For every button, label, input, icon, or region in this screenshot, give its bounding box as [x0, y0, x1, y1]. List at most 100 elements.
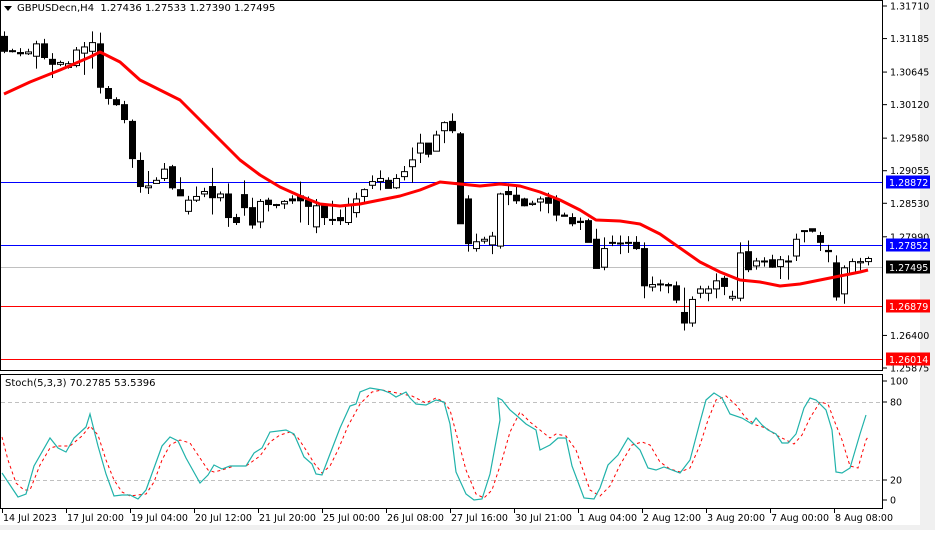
bull-candle [369, 181, 376, 186]
bear-candle [273, 204, 280, 207]
bull-candle [729, 295, 736, 299]
bull-candle [441, 122, 448, 132]
bull-candle [81, 46, 88, 54]
bear-candle [769, 259, 776, 268]
bull-candle [601, 248, 608, 268]
dropdown-arrow-icon[interactable] [4, 5, 12, 11]
bear-candle [49, 58, 56, 65]
bear-candle [817, 235, 824, 243]
stoch-lines [1, 387, 869, 501]
bull-candle [257, 200, 264, 223]
bear-candle [233, 217, 240, 224]
bull-candle [33, 43, 40, 57]
stoch-levels: 100 80 20 0 [1, 377, 908, 507]
bear-candle [609, 241, 616, 244]
bear-candle [209, 186, 216, 199]
bear-candle [137, 159, 144, 188]
bull-candle [865, 258, 872, 263]
stoch-level-label: 0 [890, 496, 896, 507]
bull-candle [145, 185, 152, 189]
bull-candle [401, 171, 408, 178]
bid-line-label-bg [886, 260, 930, 274]
bull-candle [377, 177, 384, 183]
price-tick-label: 1.26400 [890, 331, 929, 342]
bear-candle [569, 217, 576, 225]
bull-candle [313, 205, 320, 228]
resistance-line-2-label-bg [886, 238, 930, 252]
candlesticks [1, 31, 872, 331]
bull-candle [281, 200, 288, 205]
time-tick-label: 17 Jul 20:00 [67, 513, 124, 524]
moving-average [3, 50, 869, 288]
bull-candle [489, 235, 496, 246]
price-labels: 1.28872 1.27852 1.27495 1.26879 1.26014 [886, 175, 930, 366]
bear-candle [121, 104, 128, 121]
bear-candle [289, 198, 296, 202]
time-tick-label: 3 Aug 20:00 [707, 513, 765, 524]
bear-candle [673, 285, 680, 301]
bear-candle [169, 166, 176, 189]
bull-candle [433, 134, 440, 152]
price-axis: 1.31710 1.31185 1.30645 1.30120 1.29580 1.290… [883, 2, 929, 375]
time-tick-label: 21 Jul 20:00 [259, 513, 316, 524]
status-band [0, 525, 935, 530]
price-tick-label: 1.31185 [890, 34, 929, 45]
stoch-main-line [1, 387, 867, 501]
bear-candle [385, 179, 392, 189]
stoch-level-label: 20 [890, 476, 902, 487]
price-tick-label: 1.28530 [890, 199, 929, 210]
bull-candle [9, 50, 16, 53]
ma-line [3, 50, 869, 288]
bear-candle [721, 277, 728, 287]
bull-candle [73, 49, 80, 67]
resistance-line-1-label-bg [886, 175, 930, 189]
symbol-ohlc-text: GBPUSDecn,H4 1.27436 1.27533 1.27390 1.2… [17, 3, 276, 14]
price-tick-label: 1.27990 [890, 232, 929, 243]
bull-candle [793, 238, 800, 257]
bear-candle [745, 251, 752, 271]
price-tick-label: 1.30645 [890, 68, 929, 79]
bear-candle [641, 248, 648, 287]
bear-candle [225, 193, 232, 219]
bear-candle [593, 238, 600, 269]
price-tick-label: 1.29055 [890, 166, 929, 177]
bull-candle [409, 159, 416, 168]
time-tick-label: 20 Jul 12:00 [195, 513, 252, 524]
time-tick-label: 30 Jul 21:00 [515, 513, 572, 524]
bull-candle [185, 199, 192, 212]
bull-candle [753, 260, 760, 267]
resistance-line-2-price-label: 1.27852 [889, 241, 928, 252]
bull-candle [497, 193, 504, 247]
bear-candle [425, 142, 432, 155]
bull-candle [25, 51, 32, 55]
time-tick-label: 14 Jul 2023 [3, 513, 57, 524]
bull-candle [841, 267, 848, 295]
bear-candle [585, 220, 592, 243]
bear-candle [129, 120, 136, 160]
price-tick-label: 1.29580 [890, 134, 929, 145]
bear-candle [833, 262, 840, 298]
bear-candle [113, 99, 120, 106]
support-line-2-price-label: 1.26014 [889, 355, 928, 366]
bull-candle [217, 193, 224, 199]
price-pane-frame [0, 0, 883, 371]
bull-candle [393, 177, 400, 189]
bull-candle [657, 283, 664, 286]
bear-candle [249, 207, 256, 226]
bear-candle [1, 35, 8, 52]
chart-title[interactable]: GBPUSDecn,H4 1.27436 1.27533 1.27390 1.2… [4, 3, 275, 14]
stoch-signal-line [1, 389, 869, 499]
bull-candle [161, 168, 168, 179]
time-tick-label: 7 Aug 00:00 [771, 513, 829, 524]
stoch-indicator-label: Stoch(5,3,3) 70.2785 53.5396 [5, 378, 156, 389]
bull-candle [193, 195, 200, 201]
bear-candle [513, 194, 520, 202]
bear-candle [809, 228, 816, 232]
bear-candle [321, 204, 328, 219]
bull-candle [737, 252, 744, 299]
stoch-level-label: 80 [890, 398, 902, 409]
stoch-level-label: 100 [890, 377, 908, 388]
price-tick-label: 1.31710 [890, 2, 929, 13]
